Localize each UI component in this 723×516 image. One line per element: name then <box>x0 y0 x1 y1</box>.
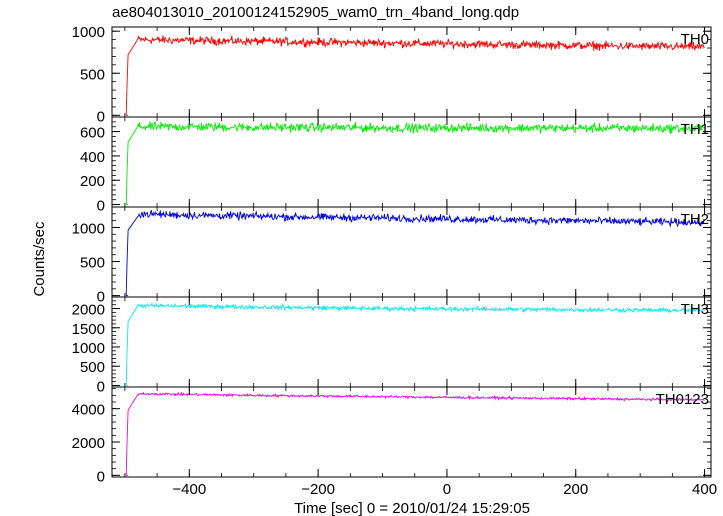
panel-th1: 0 200 400 600 TH1 <box>80 116 712 215</box>
y-tick-label: 0 <box>97 378 105 395</box>
y-tick-label: 0 <box>97 198 105 215</box>
y-tick-label: 2000 <box>72 302 105 319</box>
figure-title: ae804013010_20100124152905_wam0_trn_4ban… <box>112 4 519 21</box>
x-tick-label: 0 <box>443 481 451 498</box>
y-tick-label: 1500 <box>72 321 105 338</box>
y-tick-label: 500 <box>80 66 105 83</box>
series-line-th0123 <box>125 391 705 476</box>
x-axis-label: Time [sec] 0 = 2010/01/24 15:29:05 <box>294 500 530 516</box>
series-line-th0 <box>125 35 705 116</box>
y-tick-label: 2000 <box>72 435 105 452</box>
y-axis-label: Counts/sec <box>31 221 48 297</box>
y-tick-label: 4000 <box>72 402 105 419</box>
x-tick-label: −400 <box>172 481 206 498</box>
panel-frame <box>111 386 712 478</box>
y-tick-label: 0 <box>97 108 105 125</box>
panel-th0123: 0 2000 4000 TH0123 <box>72 386 712 485</box>
series-line-th2 <box>125 209 705 297</box>
panel-label-th2: TH2 <box>681 211 709 228</box>
panel-frame <box>111 116 712 208</box>
panel-frame <box>111 26 712 118</box>
y-tick-label: 200 <box>80 173 105 190</box>
y-tick-label: 500 <box>80 255 105 272</box>
panels-group: 0 500 1000 TH0 0 200 400 600 TH1 0 500 1000 TH2 0 500 1… <box>72 24 717 498</box>
panel-th3: 0 500 1000 1500 2000 TH3 <box>72 296 712 395</box>
y-tick-label: 500 <box>80 359 105 376</box>
x-tick-label: 200 <box>563 481 588 498</box>
x-tick-label: 400 <box>692 481 717 498</box>
y-tick-label: 400 <box>80 149 105 166</box>
y-tick-label: 1000 <box>72 220 105 237</box>
panel-th0: 0 500 1000 TH0 <box>72 24 712 125</box>
panel-label-th0: TH0 <box>681 31 709 48</box>
x-tick-label: −200 <box>301 481 335 498</box>
y-tick-label: 1000 <box>72 24 105 41</box>
series-line-th1 <box>125 121 705 206</box>
y-tick-label: 0 <box>97 468 105 485</box>
panel-label-th3: TH3 <box>681 301 709 318</box>
y-tick-label: 0 <box>97 289 105 306</box>
panel-th2: 0 500 1000 TH2 <box>72 206 712 306</box>
panel-label-th1: TH1 <box>681 121 709 138</box>
series-line-th3 <box>125 301 705 386</box>
y-tick-label: 1000 <box>72 340 105 357</box>
y-tick-label: 600 <box>80 125 105 142</box>
panel-label-th0123: TH0123 <box>656 391 709 408</box>
